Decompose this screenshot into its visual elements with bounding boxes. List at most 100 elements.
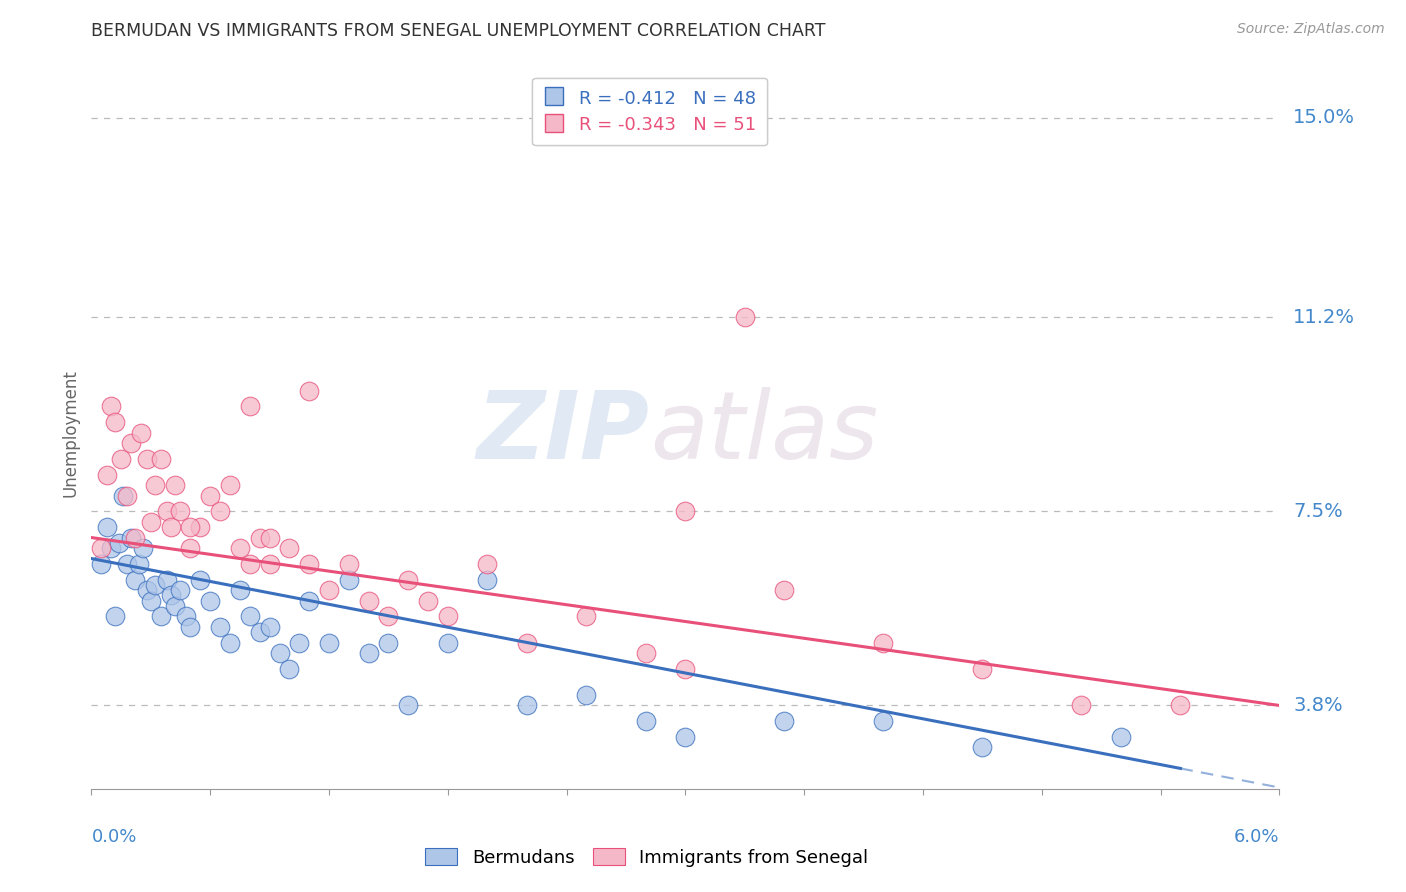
Point xyxy=(436,635,458,649)
Point xyxy=(90,557,112,571)
Point xyxy=(298,593,321,607)
Text: 0.0%: 0.0% xyxy=(91,829,136,847)
Y-axis label: Unemployment: Unemployment xyxy=(62,368,80,497)
Point xyxy=(634,714,657,729)
Point xyxy=(477,557,499,571)
Point xyxy=(198,593,221,607)
Point xyxy=(872,635,894,649)
Point xyxy=(156,504,179,518)
Point xyxy=(100,541,122,555)
Point xyxy=(673,504,696,518)
Point xyxy=(972,662,994,676)
Point xyxy=(773,714,796,729)
Point xyxy=(163,478,186,492)
Text: 3.8%: 3.8% xyxy=(1294,696,1343,715)
Point xyxy=(259,620,281,634)
Point xyxy=(120,531,142,545)
Point xyxy=(229,541,252,555)
Point xyxy=(259,557,281,571)
Point xyxy=(96,520,118,534)
Point xyxy=(278,541,301,555)
Point xyxy=(575,609,598,624)
Point xyxy=(139,515,162,529)
Point xyxy=(318,582,340,597)
Point xyxy=(634,646,657,660)
Point xyxy=(357,593,380,607)
Point xyxy=(219,635,242,649)
Point xyxy=(198,489,221,503)
Point xyxy=(163,599,186,613)
Point xyxy=(115,489,138,503)
Point xyxy=(357,646,380,660)
Point xyxy=(219,478,242,492)
Point xyxy=(139,593,162,607)
Point xyxy=(1070,698,1092,713)
Point xyxy=(298,384,321,398)
Point xyxy=(477,573,499,587)
Point xyxy=(337,573,360,587)
Point xyxy=(135,582,157,597)
Point xyxy=(259,531,281,545)
Point xyxy=(249,531,271,545)
Point xyxy=(516,698,538,713)
Point xyxy=(179,520,201,534)
Point xyxy=(90,541,112,555)
Point xyxy=(673,730,696,744)
Point xyxy=(673,662,696,676)
Point xyxy=(239,400,262,414)
Point xyxy=(239,557,262,571)
Point xyxy=(112,489,135,503)
Point xyxy=(1109,730,1132,744)
Text: atlas: atlas xyxy=(650,387,877,478)
Legend: Bermudans, Immigrants from Senegal: Bermudans, Immigrants from Senegal xyxy=(418,841,876,874)
Point xyxy=(209,504,232,518)
Point xyxy=(1170,698,1192,713)
Point xyxy=(143,478,166,492)
Point xyxy=(104,609,127,624)
Text: 7.5%: 7.5% xyxy=(1294,502,1343,521)
Point xyxy=(159,520,181,534)
Point xyxy=(188,520,211,534)
Point xyxy=(377,635,399,649)
Point xyxy=(96,467,118,482)
Point xyxy=(104,415,127,429)
Point xyxy=(249,625,271,640)
Point xyxy=(416,593,439,607)
Point xyxy=(132,541,155,555)
Legend: R = -0.412   N = 48, R = -0.343   N = 51: R = -0.412 N = 48, R = -0.343 N = 51 xyxy=(533,78,768,145)
Point xyxy=(377,609,399,624)
Point xyxy=(872,714,894,729)
Point xyxy=(100,400,122,414)
Point xyxy=(229,582,252,597)
Point xyxy=(396,698,419,713)
Point xyxy=(169,582,191,597)
Point xyxy=(575,688,598,702)
Point xyxy=(129,425,152,440)
Point xyxy=(135,451,157,466)
Point xyxy=(298,557,321,571)
Point xyxy=(124,531,146,545)
Text: 15.0%: 15.0% xyxy=(1294,108,1355,128)
Point xyxy=(169,504,191,518)
Point xyxy=(179,620,201,634)
Point xyxy=(179,541,201,555)
Point xyxy=(318,635,340,649)
Point xyxy=(108,536,131,550)
Point xyxy=(120,436,142,450)
Point xyxy=(143,578,166,592)
Text: Source: ZipAtlas.com: Source: ZipAtlas.com xyxy=(1237,22,1385,37)
Point xyxy=(188,573,211,587)
Point xyxy=(159,588,181,602)
Point xyxy=(288,635,311,649)
Point xyxy=(156,573,179,587)
Point xyxy=(516,635,538,649)
Point xyxy=(436,609,458,624)
Point xyxy=(149,451,172,466)
Point xyxy=(972,740,994,755)
Text: 6.0%: 6.0% xyxy=(1234,829,1279,847)
Point xyxy=(337,557,360,571)
Point xyxy=(128,557,150,571)
Point xyxy=(734,310,756,325)
Point xyxy=(110,451,132,466)
Point xyxy=(149,609,172,624)
